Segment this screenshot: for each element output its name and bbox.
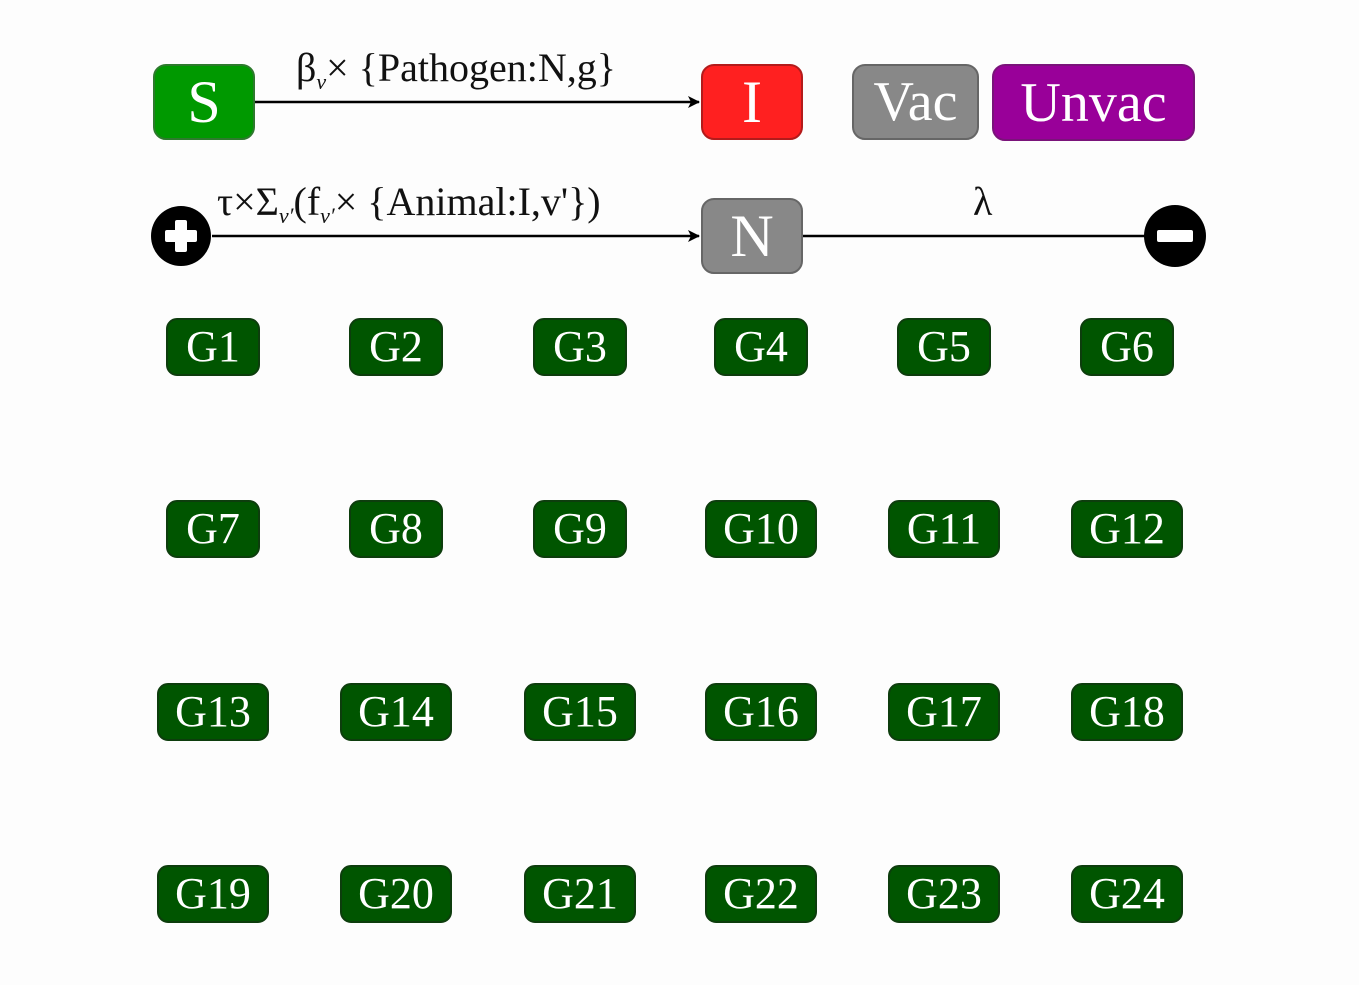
birth-rate-label: τ×Σv′(fv′× {Animal:I,v'}) <box>217 182 601 227</box>
group-node-g5: G5 <box>897 318 991 376</box>
group-node-g2: G2 <box>349 318 443 376</box>
sink-minus-icon <box>1144 205 1206 267</box>
beta-subscript: v <box>316 69 327 94</box>
group-node-g10: G10 <box>705 500 817 558</box>
group-node-g9: G9 <box>533 500 627 558</box>
birth-rate-term: × {Animal:I,v'}) <box>334 179 601 224</box>
vaccinated-legend-node: Vac <box>852 64 979 140</box>
group-node-g23: G23 <box>888 865 1000 923</box>
group-node-g14: G14 <box>340 683 452 741</box>
susceptible-node: S <box>153 64 255 140</box>
group-node-g7: G7 <box>166 500 260 558</box>
group-node-g20: G20 <box>340 865 452 923</box>
group-node-g3: G3 <box>533 318 627 376</box>
death-rate-label: λ <box>973 179 993 224</box>
group-node-g15: G15 <box>524 683 636 741</box>
animal-node: N <box>701 198 803 274</box>
infected-node: I <box>701 64 803 140</box>
group-node-g22: G22 <box>705 865 817 923</box>
group-node-g16: G16 <box>705 683 817 741</box>
group-node-g6: G6 <box>1080 318 1174 376</box>
group-node-g4: G4 <box>714 318 808 376</box>
infection-rate-term: × {Pathogen:N,g} <box>326 45 616 90</box>
group-node-g11: G11 <box>888 500 1000 558</box>
group-node-g18: G18 <box>1071 683 1183 741</box>
group-node-g21: G21 <box>524 865 636 923</box>
group-node-g8: G8 <box>349 500 443 558</box>
fraction-open: (f <box>293 179 321 224</box>
group-node-g1: G1 <box>166 318 260 376</box>
tau-sum-symbol: τ×Σ <box>217 179 279 224</box>
group-node-g19: G19 <box>157 865 269 923</box>
group-node-g24: G24 <box>1071 865 1183 923</box>
infection-rate-label: βv× {Pathogen:N,g} <box>296 48 616 93</box>
fraction-subscript: v′ <box>320 203 335 228</box>
group-node-g12: G12 <box>1071 500 1183 558</box>
source-plus-icon <box>151 206 211 266</box>
unvaccinated-legend-node: Unvac <box>992 64 1195 141</box>
group-node-g13: G13 <box>157 683 269 741</box>
group-node-g17: G17 <box>888 683 1000 741</box>
sum-subscript: v′ <box>278 203 294 228</box>
beta-symbol: β <box>296 45 317 90</box>
